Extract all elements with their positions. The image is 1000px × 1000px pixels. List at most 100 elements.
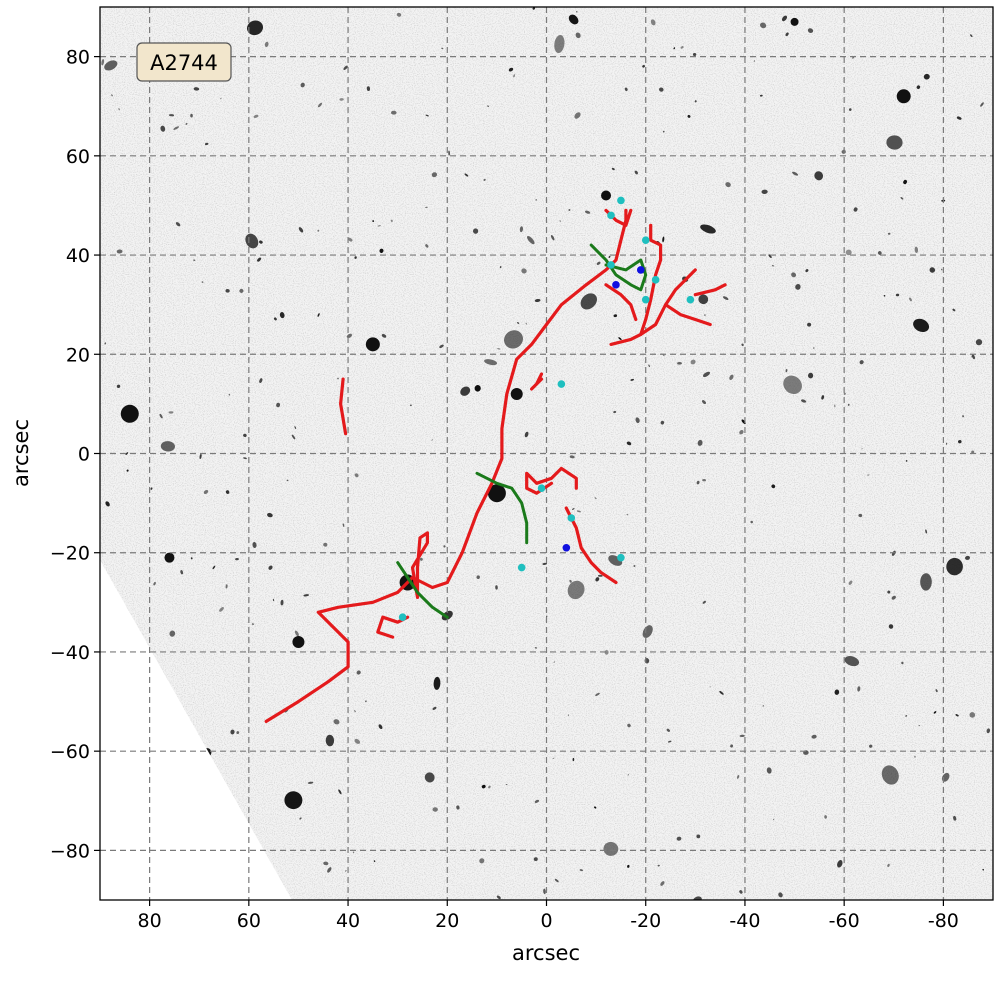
galaxy — [432, 807, 438, 812]
galaxy — [225, 490, 230, 494]
galaxy — [280, 599, 284, 606]
galaxy — [659, 87, 664, 92]
galaxy — [173, 126, 180, 130]
galaxy — [598, 574, 603, 577]
galaxy — [259, 378, 263, 383]
galaxy — [496, 895, 501, 900]
galaxy — [730, 744, 734, 748]
y-tick-label: 20 — [66, 344, 90, 366]
galaxy — [519, 226, 524, 233]
galaxy — [962, 415, 965, 418]
galaxy — [300, 82, 305, 88]
image-point-cyan — [641, 295, 650, 304]
galaxy — [425, 114, 429, 117]
x-tick-label: 80 — [138, 910, 162, 932]
galaxy — [346, 333, 353, 339]
galaxy — [381, 333, 387, 338]
galaxy — [624, 87, 628, 92]
y-axis-ticks: 80 60 40 20 0 −20 −40 −60 −80 — [50, 47, 100, 862]
galaxy — [813, 347, 815, 349]
galaxy — [180, 570, 184, 575]
galaxy — [650, 19, 656, 26]
galaxy — [338, 789, 342, 795]
galaxy — [857, 686, 861, 692]
critical-curve — [564, 506, 618, 585]
galaxy — [479, 858, 485, 864]
caustic-curve — [475, 471, 529, 545]
galaxy — [702, 600, 706, 604]
galaxy — [553, 661, 556, 663]
galaxy — [153, 581, 156, 586]
galaxy — [484, 359, 498, 366]
galaxy — [792, 171, 799, 176]
galaxy — [352, 851, 355, 854]
galaxy — [883, 294, 886, 297]
galaxy — [225, 584, 228, 589]
galaxy — [772, 264, 774, 267]
galaxy — [642, 65, 645, 68]
galaxy — [495, 585, 498, 590]
x-axis-ticks: 80 60 40 20 0 -20 -40 -60 -80 — [138, 900, 959, 932]
galaxy — [533, 857, 538, 862]
galaxy — [729, 374, 734, 380]
galaxy — [760, 22, 767, 29]
galaxy — [343, 65, 348, 70]
grid — [100, 7, 993, 900]
galaxy — [901, 661, 904, 665]
galaxy — [554, 878, 559, 883]
galaxy — [905, 715, 908, 717]
critical-curve — [609, 268, 697, 346]
galaxy — [595, 692, 600, 697]
galaxy — [975, 339, 983, 346]
galaxy — [667, 740, 672, 743]
cluster-badge: A2744 — [136, 42, 232, 82]
caustic-curve — [396, 561, 449, 619]
galaxy — [317, 229, 320, 232]
galaxy — [443, 545, 446, 548]
bright-galaxy — [487, 484, 506, 503]
galaxy — [267, 512, 273, 518]
galaxy — [345, 869, 347, 872]
galaxy — [190, 113, 193, 118]
bright-galaxy — [790, 17, 799, 26]
galaxy — [524, 431, 529, 438]
galaxy — [739, 430, 744, 435]
galaxy — [662, 130, 665, 133]
galaxy — [696, 834, 701, 839]
galaxy — [568, 209, 571, 211]
galaxy — [933, 711, 937, 714]
galaxy — [969, 712, 976, 718]
galaxy — [185, 122, 188, 125]
bright-galaxy — [896, 89, 911, 104]
galaxy — [126, 469, 129, 472]
galaxy — [604, 650, 609, 655]
galaxy — [193, 87, 200, 91]
image-point-cyan — [537, 484, 546, 493]
galaxy — [534, 298, 541, 303]
cluster-badge-box — [136, 42, 232, 82]
galaxy — [342, 523, 345, 527]
galaxy — [431, 172, 438, 178]
galaxy — [568, 714, 570, 717]
image-point-cyan — [651, 276, 660, 284]
galaxy — [741, 343, 744, 347]
galaxy — [104, 60, 118, 71]
image-point-cyan — [686, 295, 695, 304]
galaxy — [125, 452, 129, 455]
galaxy — [781, 15, 788, 22]
galaxy — [886, 135, 903, 150]
galaxy — [887, 863, 890, 868]
galaxy — [680, 46, 684, 49]
x-tick-label: 0 — [540, 910, 552, 932]
galaxy — [225, 288, 230, 293]
galaxy — [945, 442, 948, 445]
image-point-cyan — [617, 196, 625, 205]
galaxy — [104, 342, 106, 345]
galaxy — [888, 624, 894, 629]
galaxy — [439, 344, 444, 349]
galaxy — [869, 744, 873, 748]
galaxy — [327, 867, 332, 873]
galaxy — [725, 182, 731, 188]
galaxy — [508, 67, 514, 72]
galaxy — [354, 256, 357, 259]
